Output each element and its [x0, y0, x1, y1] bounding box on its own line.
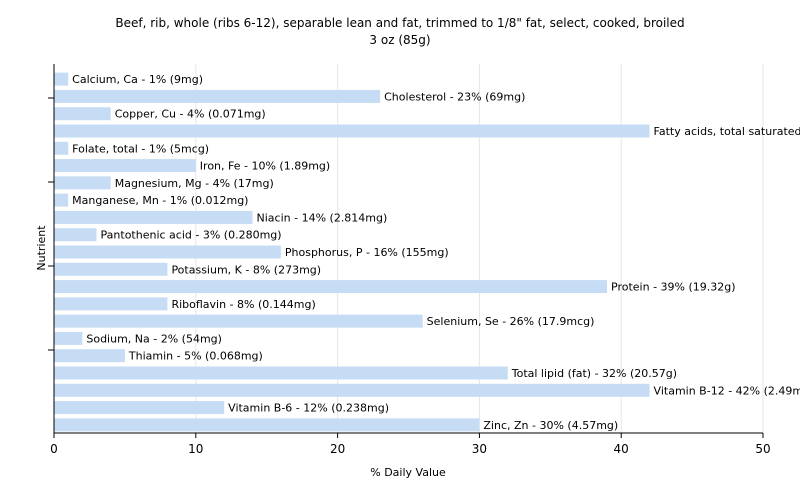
bar [54, 383, 650, 397]
bar [54, 193, 69, 207]
bar-label: Potassium, K - 8% (273mg) [171, 263, 321, 276]
bar-label: Zinc, Zn - 30% (4.57mg) [483, 419, 618, 432]
bar [54, 124, 650, 138]
bar-label: Pantothenic acid - 3% (0.280mg) [101, 229, 282, 242]
bar [54, 280, 608, 294]
bar-label: Manganese, Mn - 1% (0.012mg) [72, 194, 248, 207]
bar [54, 418, 480, 432]
bar [54, 210, 253, 224]
bar-label: Copper, Cu - 4% (0.071mg) [115, 108, 266, 121]
x-tick-label: 30 [472, 442, 487, 456]
bar [54, 72, 69, 86]
bar [54, 331, 83, 345]
bar [54, 314, 423, 328]
bar-label: Fatty acids, total saturated - 42% (8.33… [654, 125, 800, 138]
bar-label: Magnesium, Mg - 4% (17mg) [115, 177, 274, 190]
bar-label: Folate, total - 1% (5mcg) [72, 142, 209, 155]
bar-label: Riboflavin - 8% (0.144mg) [171, 298, 315, 311]
bar-label: Sodium, Na - 2% (54mg) [86, 332, 222, 345]
bar-label: Selenium, Se - 26% (17.9mcg) [427, 315, 595, 328]
bar-label: Cholesterol - 23% (69mg) [384, 90, 525, 103]
chart-title: Beef, rib, whole (ribs 6-12), separable … [0, 15, 800, 49]
x-tick-label: 50 [755, 442, 770, 456]
bar-label: Thiamin - 5% (0.068mg) [128, 350, 263, 363]
bar [54, 89, 381, 103]
chart-title-line-1: Beef, rib, whole (ribs 6-12), separable … [115, 16, 685, 30]
bar-label: Protein - 39% (19.32g) [611, 281, 736, 294]
bar [54, 107, 111, 121]
x-tick-label: 0 [50, 442, 58, 456]
bar [54, 159, 196, 173]
bar-label: Niacin - 14% (2.814mg) [257, 211, 388, 224]
bar [54, 141, 69, 155]
bar-label: Phosphorus, P - 16% (155mg) [285, 246, 449, 259]
bar [54, 176, 111, 190]
x-tick-label: 10 [188, 442, 203, 456]
bar [54, 245, 281, 259]
axes: 0 10 20 30 40 50 [48, 64, 771, 456]
bar [54, 228, 97, 242]
bar-label: Iron, Fe - 10% (1.89mg) [200, 160, 330, 173]
y-axis-title: Nutrient [35, 225, 48, 271]
bar [54, 349, 125, 363]
bar [54, 297, 168, 311]
bar [54, 401, 225, 415]
bar-label: Vitamin B-6 - 12% (0.238mg) [228, 402, 389, 415]
x-axis-title: % Daily Value [370, 466, 446, 479]
chart-title-line-2: 3 oz (85g) [369, 33, 431, 47]
x-tick-label: 20 [330, 442, 345, 456]
bar [54, 262, 168, 276]
bar [54, 366, 508, 380]
bars: Calcium, Ca - 1% (9mg) Cholesterol - 23% … [54, 72, 800, 432]
bar-label: Total lipid (fat) - 32% (20.57g) [511, 367, 677, 380]
bar-label: Vitamin B-12 - 42% (2.49mcg) [654, 384, 800, 397]
x-tick-label: 40 [614, 442, 629, 456]
bar-label: Calcium, Ca - 1% (9mg) [72, 73, 203, 86]
